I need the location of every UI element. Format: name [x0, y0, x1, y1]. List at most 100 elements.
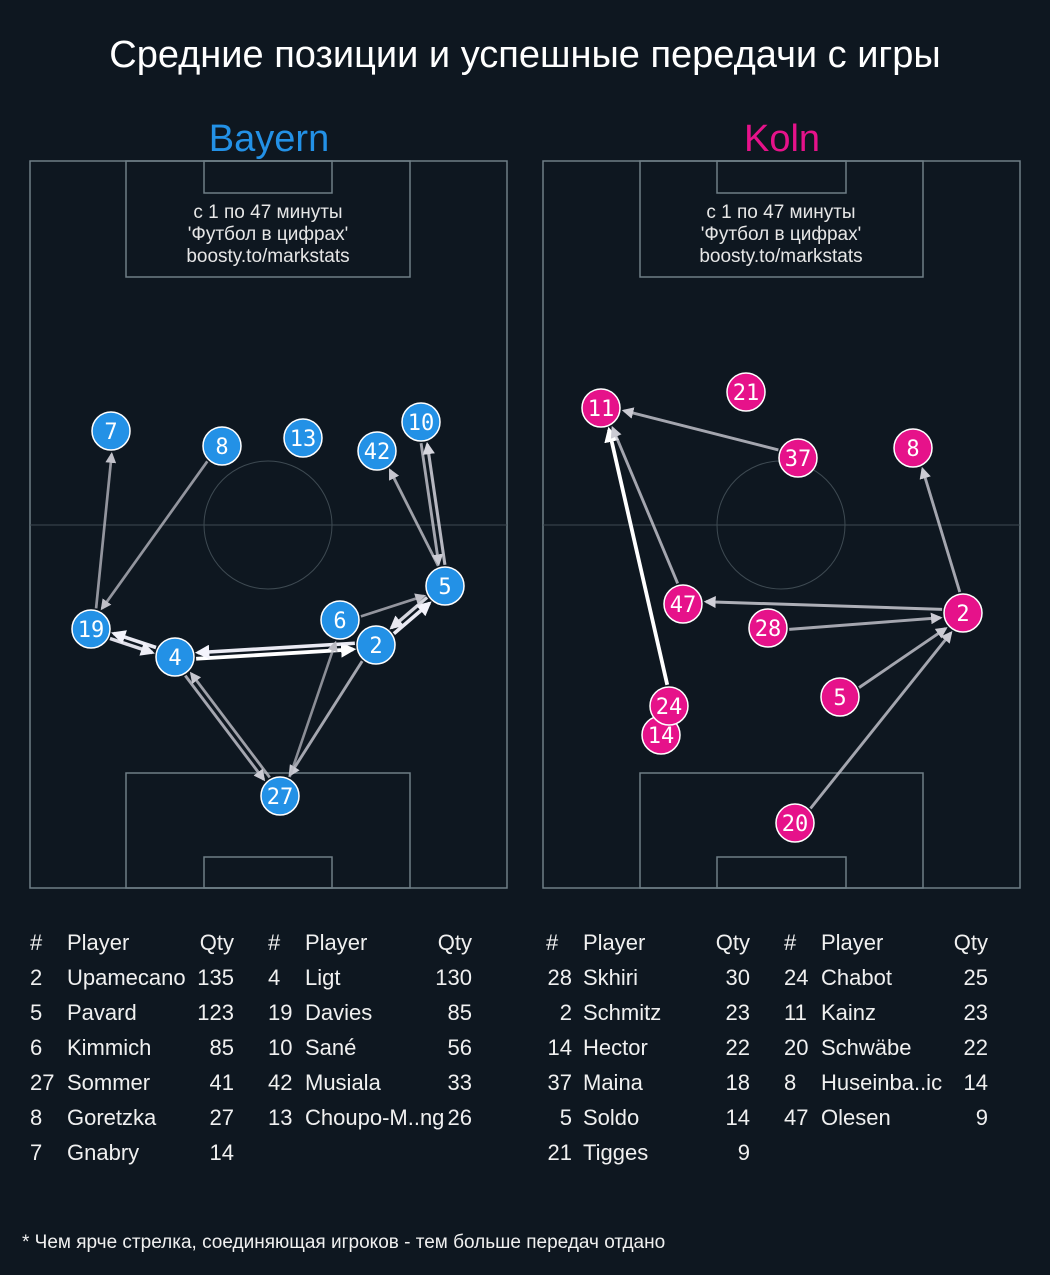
player-name-cell: Choupo-M..ng	[305, 1105, 445, 1130]
player-circle	[663, 584, 703, 624]
player-marker-10: 10	[401, 402, 441, 442]
player-number: 42	[364, 440, 391, 465]
pass-arrow-10-to-5	[419, 443, 444, 566]
pass-qty-cell: 9	[737, 1140, 750, 1165]
player-number-cell: 5	[30, 1000, 43, 1025]
footnote: * Чем ярче стрелка, соединяющая игроков …	[22, 1232, 666, 1253]
player-name-cell: Olesen	[821, 1105, 891, 1130]
player-circle	[778, 438, 818, 478]
pass-arrow-4-to-19	[111, 630, 157, 650]
player-number: 6	[333, 609, 346, 634]
pass-qty-cell: 30	[725, 965, 750, 990]
player-marker-47: 47	[663, 584, 703, 624]
player-marker-2: 2	[356, 625, 396, 665]
header-qty: Qty	[715, 930, 750, 955]
pitch-markings-koln	[542, 160, 1021, 889]
player-marker-20: 20	[775, 803, 815, 843]
player-circle	[202, 426, 242, 466]
player-circle	[775, 803, 815, 843]
table-row: 21 Tigges 9	[546, 1140, 750, 1175]
player-name-cell: Musiala	[305, 1070, 381, 1095]
table-row: 11 Kainz 23	[784, 1000, 988, 1035]
player-markers-koln: 21 11 37 8 47 28 2 5 14 24 20	[581, 372, 983, 843]
chart-title: Средние позиции и успешные передачи с иг…	[109, 34, 941, 76]
pass-arrow-5-to-42	[388, 468, 440, 567]
table-row: 19 Davies 85	[268, 1000, 472, 1035]
pass-arrow-19-to-7	[94, 452, 117, 609]
pass-arrow-4-to-27	[184, 674, 266, 782]
player-name-cell: Sommer	[67, 1070, 151, 1095]
player-marker-5: 5	[425, 566, 465, 606]
table-row: 14 Hector 22	[546, 1035, 750, 1070]
player-number-cell: 47	[784, 1105, 809, 1130]
player-marker-28: 28	[748, 608, 788, 648]
pass-qty-cell: 123	[197, 1000, 234, 1025]
header-player: Player	[67, 930, 130, 955]
player-number-cell: 19	[268, 1000, 293, 1025]
pass-arrow-27-to-6	[288, 640, 338, 778]
pass-qty-cell: 18	[725, 1070, 750, 1095]
header-qty: Qty	[437, 930, 472, 955]
player-number: 14	[648, 724, 675, 749]
player-marker-8: 8	[893, 428, 933, 468]
pass-qty-cell: 14	[963, 1070, 988, 1095]
pass-arrows-koln	[604, 407, 962, 810]
pass-arrow-5-to-2	[389, 596, 429, 630]
table-header: # Player Qty	[546, 930, 750, 965]
pass-qty-cell: 26	[447, 1105, 472, 1130]
player-marker-8: 8	[202, 426, 242, 466]
player-number-cell: 27	[30, 1070, 55, 1095]
table-row: 13 Choupo-M..ng 26	[268, 1105, 472, 1140]
header-num: #	[784, 930, 797, 955]
player-marker-21: 21	[726, 372, 766, 412]
pass-arrow-37-to-11	[621, 407, 779, 452]
player-marker-13: 13	[283, 418, 323, 458]
player-circle	[401, 402, 441, 442]
header-player: Player	[821, 930, 884, 955]
table-row: 8 Huseinba..ic 14	[784, 1070, 988, 1105]
player-number: 4	[168, 646, 181, 671]
player-name-cell: Schmitz	[583, 1000, 662, 1025]
table-row: 8 Goretzka 27	[30, 1105, 234, 1140]
pass-qty-cell: 23	[725, 1000, 750, 1025]
table-row: 47 Olesen 9	[784, 1105, 988, 1140]
pass-qty-cell: 14	[725, 1105, 750, 1130]
player-name-cell: Pavard	[67, 1000, 137, 1025]
player-marker-37: 37	[778, 438, 818, 478]
player-circle	[726, 372, 766, 412]
table-row: 2 Schmitz 23	[546, 1000, 750, 1035]
stats-table-koln-left: # Player Qty 28 Skhiri 30 2 Schmitz 23 14 Hector 22…	[546, 930, 750, 1175]
pass-arrow-2-to-27	[288, 660, 364, 777]
player-name-cell: Soldo	[583, 1105, 640, 1130]
header-player: Player	[305, 930, 368, 955]
player-circle	[356, 625, 396, 665]
pass-arrows-bayern	[94, 441, 447, 782]
pass-arrow-27-to-4	[189, 671, 271, 779]
pass-qty-cell: 135	[197, 965, 234, 990]
player-number: 8	[215, 435, 228, 460]
table-row: 5 Pavard 123	[30, 1000, 234, 1035]
player-number-cell: 4	[268, 965, 281, 990]
player-number-cell: 8	[784, 1070, 797, 1095]
player-name-cell: Upamecano	[67, 965, 186, 990]
header-num: #	[30, 930, 43, 955]
player-number-cell: 42	[268, 1070, 293, 1095]
table-row: 37 Maina 18	[546, 1070, 750, 1105]
header-num: #	[268, 930, 281, 955]
player-name-cell: Tigges	[583, 1140, 649, 1165]
pass-arrow-24-to-11	[604, 426, 670, 686]
pass-qty-cell: 33	[447, 1070, 472, 1095]
player-number-cell: 14	[547, 1035, 572, 1060]
player-number: 13	[290, 427, 317, 452]
pass-qty-cell: 14	[209, 1140, 234, 1165]
pass-arrow-47-to-11	[610, 425, 680, 585]
player-circle	[820, 677, 860, 717]
player-circle	[91, 411, 131, 451]
player-number-cell: 24	[784, 965, 809, 990]
player-circle	[71, 609, 111, 649]
player-number-cell: 2	[559, 1000, 572, 1025]
team-name-bayern: Bayern	[208, 118, 330, 160]
player-number: 21	[733, 381, 760, 406]
